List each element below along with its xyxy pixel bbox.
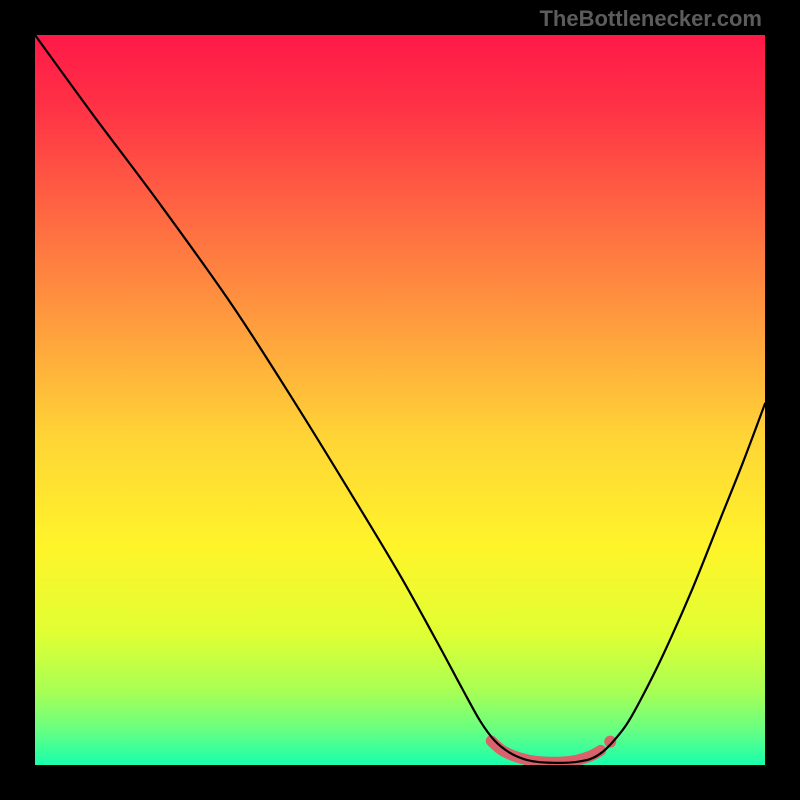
main-curve <box>35 35 765 763</box>
watermark-text: TheBottlenecker.com <box>539 6 762 32</box>
curve-layer <box>35 35 765 765</box>
plot-area <box>35 35 765 765</box>
chart-container: TheBottlenecker.com <box>0 0 800 800</box>
